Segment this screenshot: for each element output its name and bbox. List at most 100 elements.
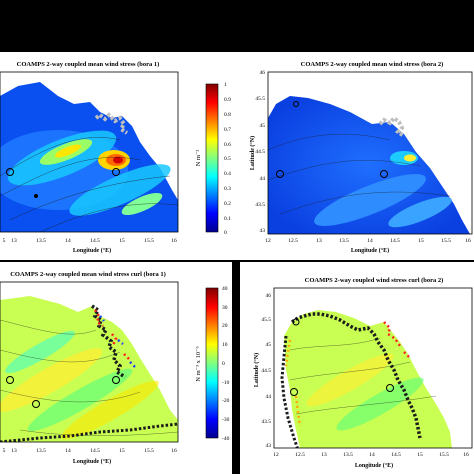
x-tick-label: 14 [65, 238, 71, 244]
y-tick-label: 45.5 [255, 96, 265, 102]
station-marker [6, 168, 14, 176]
chart-title: COAMPS 2-way coupled mean wind stress (b… [17, 61, 160, 68]
coastline-pixels-colored [99, 315, 136, 368]
colorbar-tick-label: 0.1 [224, 216, 231, 222]
x-tick-label: 14 [367, 238, 373, 244]
station-marker [292, 318, 300, 326]
colorbar-ticks: 1 0.9 0.8 0.7 0.6 0.5 0.4 0.3 0.2 0.1 0 [224, 82, 231, 236]
station-marker [6, 376, 14, 384]
colorbar-ticks: 40 30 20 10 0 -10 -20 -30 -40 [222, 286, 230, 442]
y-tick-label: 43.5 [255, 202, 265, 208]
y-tick-label: 45 [266, 342, 272, 348]
station-marker [276, 170, 284, 178]
y-tick-labels: 46 45.5 45 44.5 44 43.5 43 [261, 293, 271, 449]
x-tick-label: 14 [65, 448, 71, 454]
x-tick-label: 14.5 [390, 238, 400, 244]
colorbar-tick-label: 0.2 [224, 201, 231, 207]
station-marker [34, 194, 38, 198]
y-tick-label: 44.5 [261, 368, 271, 374]
colorbar-tick-label: -20 [222, 398, 230, 404]
x-tick-label: 16 [465, 238, 471, 244]
colorbar-tick-label: 0.7 [224, 127, 231, 133]
stress-max-red [113, 156, 123, 164]
chart-panel-curl-bora2: COAMPS 2-way coupled wind stress curl (b… [253, 277, 473, 469]
contour-lines [289, 337, 437, 415]
colorbar-curl: 40 30 20 10 0 -10 -20 -30 -40 N m⁻³ x 10… [195, 286, 230, 442]
x-tick-label: 16 [171, 448, 177, 454]
colorbar-tick-label: 0 [222, 361, 225, 367]
x-tick-label: 13 [11, 238, 17, 244]
contour-lines [0, 319, 178, 436]
x-tick-label: 12 [265, 238, 271, 244]
chart-title: COAMPS 2-way coupled mean wind stress cu… [10, 271, 166, 278]
colorbar-tick-label: 0.9 [224, 97, 231, 103]
x-tick-labels: 12 12.5 13 13.5 14 14.5 15 15.5 16 [265, 238, 471, 244]
stress-max-yellow [404, 154, 416, 162]
x-tick-label: 13.5 [343, 452, 353, 458]
plot-frame [273, 287, 473, 449]
y-tick-labels: 46 45.5 45 44.5 44 43.5 43 [255, 70, 265, 234]
x-tick-label: 5 [3, 238, 6, 244]
colorbar-gradient [205, 83, 219, 233]
x-axis-label: Longitude (°E) [355, 462, 393, 469]
station-marker [380, 170, 388, 178]
x-tick-label: 13.5 [339, 238, 349, 244]
x-tick-label: 15 [417, 452, 423, 458]
y-tick-label: 44 [260, 176, 266, 182]
station-marker [32, 400, 40, 408]
coastline-pixels [0, 422, 178, 442]
colorbar-gradient [205, 287, 219, 439]
x-tick-label: 15 [119, 448, 125, 454]
colorbar-tick-label: 40 [222, 286, 228, 292]
x-tick-label: 13.5 [36, 238, 46, 244]
coastline-pixels-colored [284, 339, 302, 427]
x-tick-label: 15.5 [441, 238, 451, 244]
coastline-pixels [280, 335, 299, 448]
coastline-pixels [91, 304, 126, 379]
stress-band-light [388, 196, 452, 228]
x-tick-label: 16 [463, 452, 469, 458]
x-tick-label: 14.5 [90, 448, 100, 454]
x-tick-label: 16 [171, 238, 177, 244]
curl-band-green [27, 368, 133, 432]
x-axis-label: Longitude (°E) [73, 458, 111, 465]
panel-divider [232, 262, 240, 474]
chart-title: COAMPS 2-way coupled wind stress curl (b… [305, 277, 444, 284]
x-tick-label: 12 [273, 452, 279, 458]
y-tick-label: 43.5 [261, 419, 271, 425]
chart-panel-stress-bora2: COAMPS 2-way coupled mean wind stress (b… [249, 61, 473, 254]
station-marker [386, 384, 394, 392]
x-tick-label: 13 [11, 448, 17, 454]
stress-band-yellow [54, 144, 82, 158]
colorbar-tick-label: 0 [224, 230, 227, 236]
x-tick-labels: 5 13 13.5 14 14.5 15 15.5 16 [3, 238, 177, 244]
station-marker [290, 388, 298, 396]
y-tick-label: 46 [266, 293, 272, 299]
curl-band-green [336, 377, 424, 431]
coastline-pixels [94, 112, 129, 135]
colorbar-tick-label: 0.4 [224, 171, 231, 177]
colorbar-stress: 1 0.9 0.8 0.7 0.6 0.5 0.4 0.3 0.2 0.1 0 … [195, 82, 231, 236]
coastline-pixels [378, 115, 406, 138]
y-tick-label: 44.5 [255, 149, 265, 155]
chart-title: COAMPS 2-way coupled mean wind stress (b… [301, 61, 444, 68]
x-tick-label: 13 [316, 238, 322, 244]
colorbar-tick-label: 0.5 [224, 156, 231, 162]
coastline-pixels-colored [383, 321, 411, 359]
colorbar-tick-label: 1 [224, 82, 227, 88]
stress-band-cyan-2 [69, 164, 171, 216]
colorbar-tick-label: -30 [222, 417, 230, 423]
x-tick-labels: 5 13 13.5 14 14.5 15 15.5 16 [3, 448, 177, 454]
plot-frame [267, 71, 473, 235]
x-tick-label: 14.5 [391, 452, 401, 458]
x-tick-label: 15.5 [144, 448, 154, 454]
y-tick-label: 43 [260, 228, 266, 234]
colorbar-tick-label: 20 [222, 323, 228, 329]
x-tick-label: 15 [418, 238, 424, 244]
x-tick-label: 15.5 [144, 238, 154, 244]
colorbar-tick-label: -40 [222, 436, 230, 442]
coastline-pixels-colored [93, 309, 131, 361]
colorbar-tick-label: 0.3 [224, 186, 231, 192]
station-marker [112, 168, 120, 176]
